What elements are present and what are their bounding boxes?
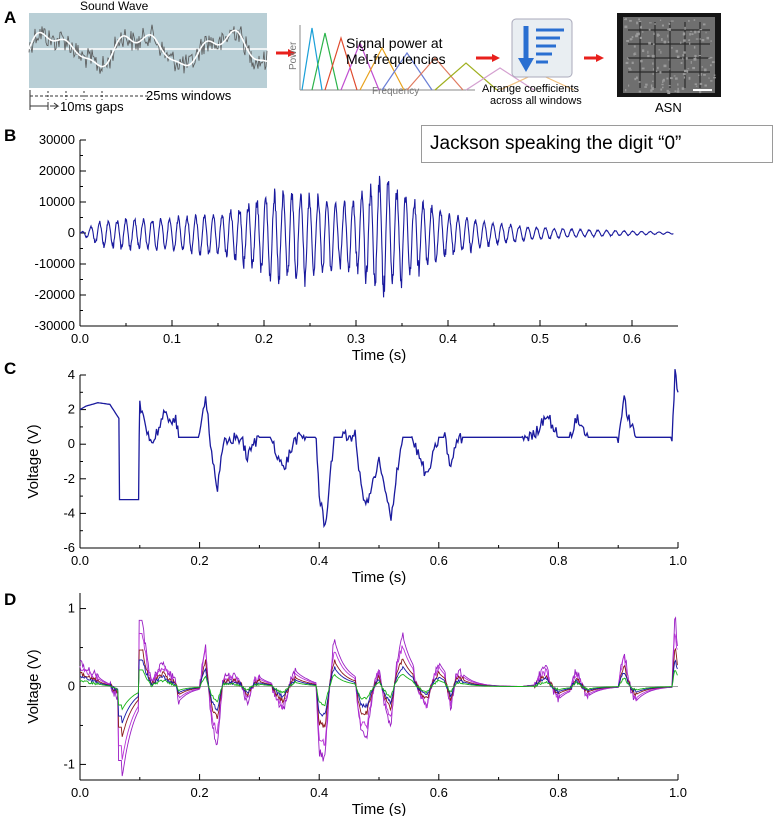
mel-filterbank-illustration: Power Frequency Signal power at Mel-freq… — [288, 25, 575, 97]
asn-label: ASN — [655, 100, 682, 115]
pipeline-arrows — [276, 49, 604, 62]
x-tick-label: 0.2 — [191, 785, 209, 800]
x-tick-label: 0.6 — [623, 331, 641, 346]
series-line-2 — [79, 633, 678, 760]
mel-filter-triangles — [301, 27, 575, 91]
x-axis-label: Time (s) — [352, 801, 406, 816]
x-tick-label: 0.3 — [347, 331, 365, 346]
asn-micrograph: ASN — [617, 13, 721, 115]
arrow-2 — [476, 54, 500, 62]
chart-d-output-voltages: 0.0 0.2 0.4 0.6 0.8 1.0 1 0 -1 Time (s) Voltage (V… — [25, 593, 687, 816]
sort-icon — [518, 26, 564, 72]
y-tick-label: 20000 — [39, 163, 75, 178]
mel-label-line2: Mel-frequencies — [346, 51, 446, 67]
window-label: 25ms windows — [146, 88, 232, 103]
series-audio-line — [79, 175, 674, 298]
sound-wave-title: Sound Wave — [80, 0, 149, 13]
mel-filter-4 — [340, 41, 380, 91]
x-tick-label: 0.0 — [71, 331, 89, 346]
y-axis-label: Voltage (V) — [25, 649, 42, 723]
y-tick-label: 0 — [68, 225, 75, 240]
panel-label-b: B — [4, 126, 16, 145]
y-tick-label: -20000 — [35, 287, 75, 302]
x-tick-label: 1.0 — [669, 553, 687, 568]
sound-wave-background — [29, 13, 267, 88]
chart-b-audio-waveform: 0.0 0.1 0.2 0.3 0.4 0.5 0.6 30000 20000 10000 0 -10… — [35, 132, 678, 364]
y-tick-label: 2 — [68, 402, 75, 417]
x-tick-label: 0.4 — [310, 785, 328, 800]
x-tick-label: 0.2 — [255, 331, 273, 346]
mel-label-line1: Signal power at — [346, 35, 443, 51]
asn-nanowire-texture — [624, 18, 716, 95]
mel-filter-8 — [434, 62, 498, 91]
x-tick-label: 0.1 — [163, 331, 181, 346]
mel-filter-9 — [465, 67, 535, 91]
y-tick-label: 0 — [68, 679, 75, 694]
x-axis-label: Time (s) — [352, 569, 406, 586]
y-tick-label: 10000 — [39, 194, 75, 209]
y-tick-label: -10000 — [35, 256, 75, 271]
sort-icon-box — [511, 18, 573, 78]
y-tick-label: 0 — [68, 436, 75, 451]
arrow-3 — [584, 54, 604, 62]
chart-b-title: Jackson speaking the digit “0” — [421, 125, 773, 163]
x-tick-label: 1.0 — [669, 785, 687, 800]
power-axis-label: Power — [288, 41, 299, 70]
y-tick-label: -1 — [63, 756, 75, 771]
x-axis-label: Time (s) — [352, 347, 406, 364]
mel-filter-5 — [359, 46, 405, 91]
frequency-axis-label: Frequency — [372, 86, 419, 97]
panel-label-d: D — [4, 590, 16, 609]
y-axis-label: Voltage (V) — [25, 424, 42, 498]
y-tick-label: -4 — [63, 505, 75, 520]
mel-filter-7 — [406, 57, 464, 91]
x-tick-label: 0.8 — [549, 553, 567, 568]
sound-wave-smooth — [28, 29, 268, 68]
x-tick-label: 0.4 — [439, 331, 457, 346]
y-tick-label: 1 — [68, 601, 75, 616]
panel-label-c: C — [4, 359, 16, 378]
window-markers — [29, 90, 148, 110]
y-tick-label: 30000 — [39, 132, 75, 147]
sound-wave-trace — [28, 24, 268, 74]
x-tick-label: 0.8 — [549, 785, 567, 800]
series-line-5 — [79, 669, 678, 711]
gap-label: 10ms gaps — [60, 99, 124, 114]
x-tick-label: 0.2 — [191, 553, 209, 568]
arrange-label-line2: across all windows — [490, 95, 582, 107]
mel-filter-2 — [311, 32, 339, 91]
series-line-4 — [79, 659, 678, 724]
y-tick-label: 4 — [68, 367, 75, 382]
arrange-coefficients-illustration: Arrange coefficients across all windows — [482, 18, 582, 107]
x-tick-label: 0.5 — [531, 331, 549, 346]
arrange-label-line1: Arrange coefficients — [482, 83, 580, 95]
mel-filter-3 — [324, 35, 358, 91]
y-tick-label: -30000 — [35, 318, 75, 333]
series-line-3 — [79, 647, 678, 737]
x-tick-label: 0.0 — [71, 553, 89, 568]
panel-label-a: A — [4, 8, 16, 27]
x-tick-label: 0.6 — [430, 785, 448, 800]
y-tick-label: -2 — [63, 471, 75, 486]
chart-c-input-voltage: 0.0 0.2 0.4 0.6 0.8 1.0 4 2 0 -2 -4 -6 Time (s) Volta… — [25, 367, 687, 586]
y-tick-label: -6 — [63, 540, 75, 555]
mel-filter-1 — [301, 27, 323, 91]
x-tick-label: 0.6 — [430, 553, 448, 568]
x-tick-label: 0.4 — [310, 553, 328, 568]
x-tick-label: 0.0 — [71, 785, 89, 800]
series-input-voltage-line — [79, 369, 679, 529]
mel-filter-6 — [381, 51, 433, 91]
sound-wave-illustration: Sound Wave 25ms windows 10ms gaps — [28, 0, 268, 114]
arrow-1 — [276, 49, 296, 57]
